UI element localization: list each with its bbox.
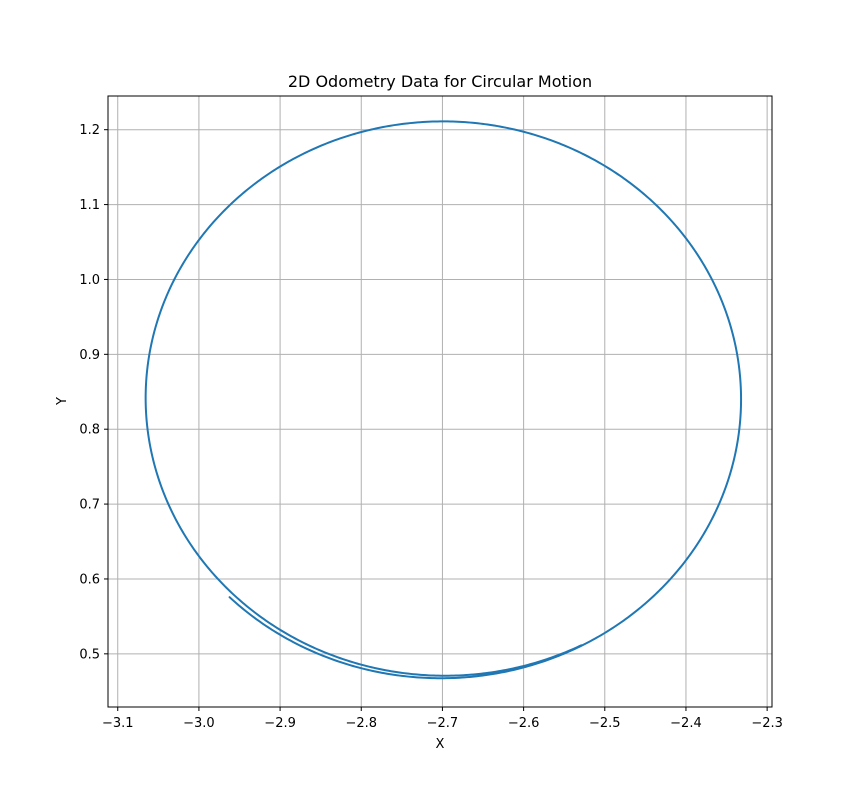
y-axis-label: Y [55, 397, 70, 406]
series-layer [144, 120, 743, 680]
x-axis-ticks: −3.1 −3.0 −2.9 −2.8 −2.7 −2.6 −2.5 −2.4 −2.3 [102, 707, 783, 731]
grid [108, 96, 772, 707]
x-tick-label: −2.3 [751, 716, 783, 731]
y-tick-label: 0.5 [79, 647, 100, 662]
x-axis-label: X [436, 737, 445, 752]
y-tick-label: 0.9 [79, 348, 100, 363]
x-tick-label: −3.0 [183, 716, 215, 731]
x-tick-label: −2.5 [589, 716, 621, 731]
y-tick-label: 0.8 [79, 423, 100, 438]
x-tick-label: −2.7 [427, 716, 459, 731]
y-tick-label: 0.7 [79, 498, 100, 513]
plot-frame [107, 95, 773, 708]
y-tick-label: 1.0 [79, 273, 100, 288]
x-tick-label: −2.9 [264, 716, 296, 731]
x-tick-label: −2.6 [508, 716, 540, 731]
trajectory-line [144, 120, 743, 680]
x-tick-label: −3.1 [102, 716, 134, 731]
plot-area [108, 96, 772, 707]
x-tick-label: −2.8 [345, 716, 377, 731]
y-tick-label: 1.1 [79, 198, 100, 213]
y-axis-ticks: 0.5 0.6 0.7 0.8 0.9 1.0 1.1 1.2 [79, 123, 108, 662]
chart-title: 2D Odometry Data for Circular Motion [288, 72, 592, 91]
y-tick-label: 1.2 [79, 123, 100, 138]
x-tick-label: −2.4 [670, 716, 702, 731]
y-tick-label: 0.6 [79, 572, 100, 587]
